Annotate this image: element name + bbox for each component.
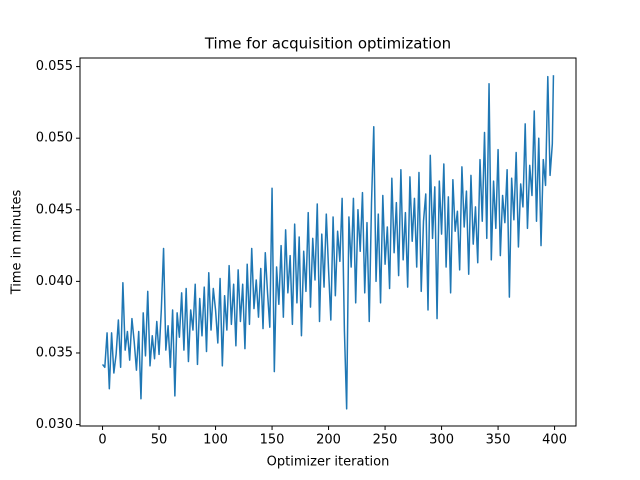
x-tick-label: 50 bbox=[151, 433, 168, 448]
y-axis-label: Time in minutes bbox=[10, 190, 25, 296]
y-tick-label: 0.050 bbox=[36, 131, 73, 146]
x-tick-label: 400 bbox=[542, 433, 567, 448]
x-tick-label: 200 bbox=[316, 433, 341, 448]
x-tick-label: 150 bbox=[260, 433, 285, 448]
axes-frame bbox=[79, 57, 577, 427]
y-tick-label: 0.030 bbox=[36, 417, 73, 432]
chart-title: Time for acquisition optimization bbox=[204, 35, 451, 53]
y-tick-label: 0.040 bbox=[36, 274, 73, 289]
y-tick-label: 0.055 bbox=[36, 59, 73, 74]
y-tick-label: 0.035 bbox=[36, 345, 73, 360]
x-tick-label: 0 bbox=[98, 433, 106, 448]
x-tick-label: 350 bbox=[486, 433, 511, 448]
x-axis-label: Optimizer iteration bbox=[267, 455, 390, 470]
x-tick-label: 100 bbox=[203, 433, 228, 448]
y-tick-label: 0.045 bbox=[36, 202, 73, 217]
x-tick-label: 300 bbox=[429, 433, 454, 448]
data-line bbox=[101, 75, 555, 410]
x-tick-label: 250 bbox=[373, 433, 398, 448]
